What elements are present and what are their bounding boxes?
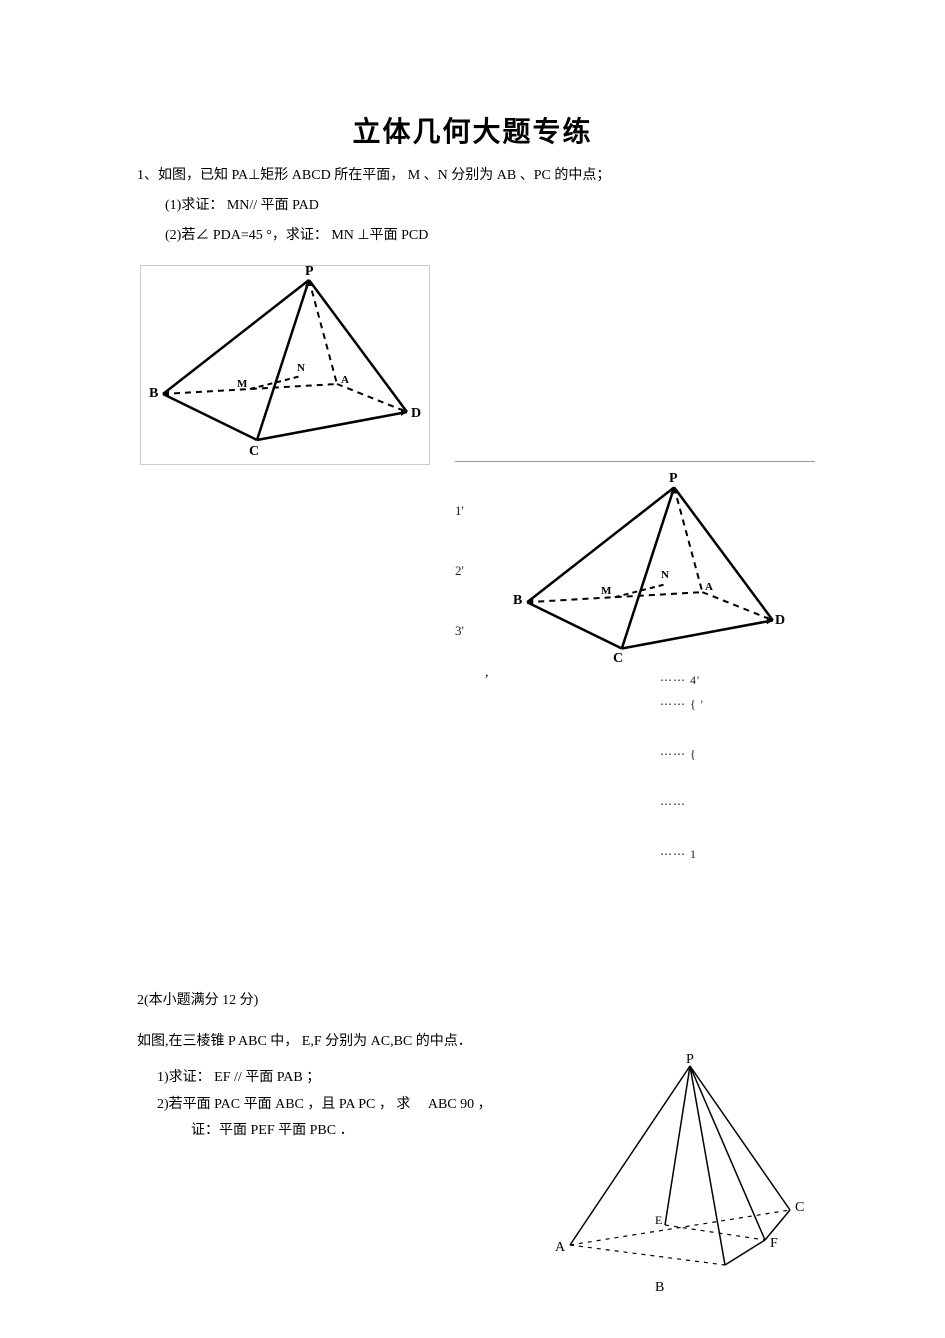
side-label-1: 1': [455, 503, 464, 519]
fig3-label-f: F: [770, 1236, 778, 1252]
fig2-label-d: D: [775, 613, 785, 629]
fig2-label-c: C: [613, 651, 623, 667]
problem2-line2: 如图,在三棱锥 P ABC 中， E,F 分别为 AC,BC 的中点．: [137, 1029, 817, 1056]
dotted-2: ⋯⋯ { ': [660, 697, 704, 712]
dotted-3: ⋯⋯ {: [660, 747, 697, 762]
fig1-label-b: B: [149, 386, 158, 402]
problem1-line2: (1)求证： MN// 平面 PAD: [137, 194, 808, 218]
fig3-label-a: A: [555, 1240, 565, 1256]
fig1-label-m: M: [237, 378, 247, 390]
fig2-label-n: N: [661, 569, 669, 581]
comma-below: ,: [485, 665, 489, 681]
fig2-label-m: M: [601, 585, 611, 597]
dotted-1: ⋯⋯ 4': [660, 673, 700, 688]
fig1-label-a: A: [341, 374, 349, 386]
dotted-4: ⋯⋯: [660, 797, 686, 812]
fig3-label-b: B: [655, 1280, 664, 1296]
fig2-label-p: P: [669, 471, 678, 487]
fig2-label-a: A: [705, 581, 713, 593]
figure3-container: P A C F E B: [555, 1060, 815, 1280]
fig3-label-p: P: [686, 1052, 694, 1068]
fig3-label-e: E: [655, 1213, 662, 1228]
right-panel-border: [455, 461, 815, 462]
figure2-svg: [505, 473, 795, 673]
figure1-svg: [141, 266, 429, 464]
fig1-label-d: D: [411, 406, 421, 422]
page-content: 立体几何大题专练 1、如图，已知 PA⊥矩形 ABCD 所在平面， M 、N 分…: [0, 0, 945, 247]
fig2-label-b: B: [513, 593, 522, 609]
problem1-line1: 1、如图，已知 PA⊥矩形 ABCD 所在平面， M 、N 分别为 AB 、PC…: [137, 164, 808, 188]
side-label-3: 3': [455, 623, 464, 639]
page-title: 立体几何大题专练: [137, 110, 808, 150]
dotted-5: ⋯⋯ 1: [660, 847, 697, 862]
side-label-2: 2': [455, 563, 464, 579]
figure1-container: P B C D A M N: [140, 265, 430, 465]
fig1-label-n: N: [297, 362, 305, 374]
fig3-label-c: C: [795, 1200, 804, 1216]
fig1-label-p: P: [305, 264, 314, 280]
problem1-line3: (2)若∠ PDA=45 °，求证： MN ⊥平面 PCD: [137, 224, 808, 248]
fig1-label-c: C: [249, 444, 259, 460]
figure2-container: P B C D A M N: [505, 473, 795, 673]
problem2-line1: 2(本小题满分 12 分): [137, 988, 817, 1015]
